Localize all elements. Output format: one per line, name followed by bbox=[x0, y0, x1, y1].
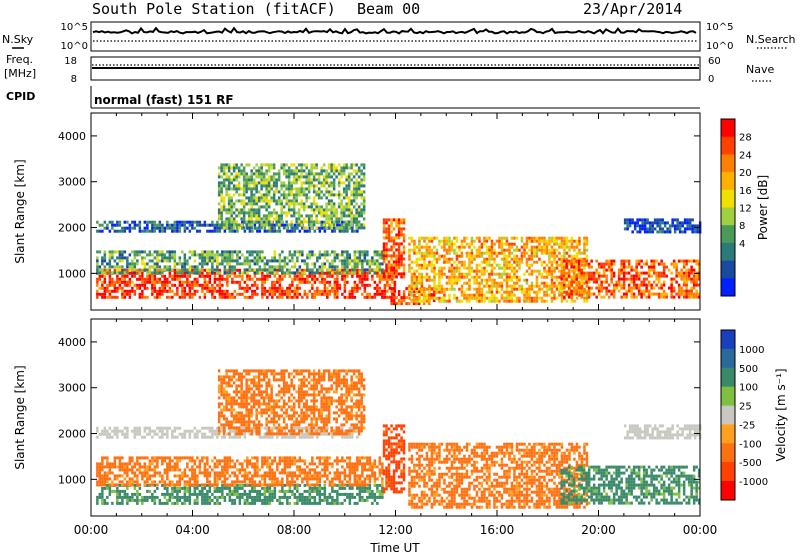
power-colorbar-swatch bbox=[721, 136, 735, 155]
power-region-3 bbox=[217, 163, 366, 230]
nsky-tick-top: 10^5 bbox=[61, 22, 88, 33]
velocity-ytick-label: 3000 bbox=[58, 382, 86, 395]
velocity-colorbar-tick: 25 bbox=[739, 402, 752, 413]
power-colorbar-swatch bbox=[721, 172, 735, 191]
velocity-region-7 bbox=[623, 424, 702, 440]
velocity-colorbar-tick: -100 bbox=[739, 439, 762, 450]
nsearch-tick-bottom: 10^0 bbox=[706, 41, 733, 52]
freq-tick-bottom: 8 bbox=[71, 74, 77, 85]
power-frame bbox=[90, 112, 701, 311]
velocity-ytick-label: 2000 bbox=[58, 428, 86, 441]
date-label: 23/Apr/2014 bbox=[583, 0, 682, 18]
velocity-colorbar-label: Velocity [m s⁻¹] bbox=[774, 368, 788, 461]
beam-label: Beam 00 bbox=[357, 0, 420, 18]
freq-label: Freq. bbox=[6, 53, 33, 66]
xtick-label: 04:00 bbox=[175, 523, 210, 537]
xtick-label: 16:00 bbox=[480, 523, 515, 537]
power-colorbar-swatch bbox=[721, 207, 735, 226]
velocity-colorbar-swatch bbox=[721, 330, 735, 350]
velocity-region-4 bbox=[382, 424, 406, 494]
velocity-colorbar-swatch bbox=[721, 348, 735, 369]
power-colorbar-tick: 28 bbox=[739, 133, 752, 144]
power-ytick-label: 3000 bbox=[58, 176, 86, 189]
power-colorbar-tick: 20 bbox=[739, 168, 752, 179]
cpid-label: CPID bbox=[6, 90, 35, 103]
velocity-colorbar-swatch bbox=[721, 386, 735, 407]
velocity-colorbar-tick: 1000 bbox=[739, 345, 764, 356]
nsky-trace bbox=[92, 26, 697, 35]
power-ylabel: Slant Range [km] bbox=[13, 159, 27, 263]
velocity-colorbar-tick: -25 bbox=[739, 420, 755, 431]
freq-unit: [MHz] bbox=[4, 67, 36, 80]
velocity-ylabel: Slant Range [km] bbox=[13, 365, 27, 469]
velocity-colorbar-swatch bbox=[721, 405, 735, 425]
power-colorbar-tick: 16 bbox=[739, 186, 752, 197]
nsky-label: N.Sky bbox=[2, 33, 34, 46]
xtick-label: 00:00 bbox=[683, 523, 718, 537]
xtick-label: 12:00 bbox=[378, 523, 413, 537]
power-colorbar-swatch bbox=[721, 242, 735, 262]
velocity-ytick-label: 4000 bbox=[58, 336, 86, 349]
nsky-panel-frame bbox=[90, 21, 701, 52]
power-region-7 bbox=[560, 259, 701, 299]
velocity-region-0 bbox=[96, 483, 384, 505]
velocity-region-6 bbox=[560, 465, 701, 505]
velocity-colorbar-swatch bbox=[721, 443, 735, 463]
nave-tick-bottom: 0 bbox=[708, 74, 714, 85]
power-colorbar-swatch bbox=[721, 260, 735, 279]
power-colorbar-tick: 24 bbox=[739, 150, 752, 161]
power-ytick-label: 4000 bbox=[58, 130, 86, 143]
power-colorbar-label: Power [dB] bbox=[756, 175, 770, 240]
velocity-region-1 bbox=[96, 456, 384, 487]
velocity-colorbar-swatch bbox=[721, 481, 735, 501]
freq-panel-frame bbox=[90, 56, 701, 81]
velocity-colorbar-swatch bbox=[721, 462, 735, 482]
power-colorbar-swatch bbox=[721, 154, 735, 173]
power-colorbar-swatch bbox=[721, 119, 735, 138]
power-colorbar: 28 24 20 16 12 8 4 Power [dB] bbox=[720, 118, 770, 297]
velocity-colorbar-swatch bbox=[721, 424, 735, 444]
freq-tick-top: 18 bbox=[64, 56, 77, 67]
power-ytick-label: 1000 bbox=[58, 267, 86, 280]
power-colorbar-tick: 8 bbox=[739, 221, 745, 232]
nsearch-label: N.Search bbox=[746, 33, 796, 46]
nsearch-tick-top: 10^5 bbox=[706, 22, 733, 33]
velocity-ytick-label: 1000 bbox=[58, 473, 86, 486]
power-panel: 1000 2000 3000 4000 Slant Range [km] 28 24 20 16… bbox=[13, 112, 770, 311]
x-axis-title: Time UT bbox=[369, 541, 420, 554]
velocity-colorbar-tick: -1000 bbox=[739, 477, 768, 488]
velocity-colorbar-tick: -500 bbox=[739, 458, 762, 469]
velocity-colorbar-swatch bbox=[721, 367, 735, 388]
power-region-8 bbox=[623, 218, 702, 234]
velocity-colorbar-tick: 100 bbox=[739, 383, 758, 394]
station-title: South Pole Station (fitACF) bbox=[92, 0, 336, 18]
power-colorbar-swatch bbox=[721, 278, 735, 297]
xtick-label: 20:00 bbox=[581, 523, 616, 537]
velocity-colorbar: 1000 500 100 25 -25 -100 -500 -1000 Velocity [m … bbox=[720, 329, 788, 501]
xtick-label: 00:00 bbox=[74, 523, 109, 537]
nave-tick-top: 60 bbox=[708, 56, 721, 67]
power-colorbar-swatch bbox=[721, 225, 735, 244]
power-colorbar-tick: 12 bbox=[739, 204, 752, 215]
power-colorbar-tick: 4 bbox=[739, 239, 745, 250]
cpid-text: normal (fast) 151 RF bbox=[94, 93, 234, 107]
velocity-colorbar-tick: 500 bbox=[739, 364, 758, 375]
power-region-1 bbox=[96, 250, 384, 275]
velocity-region-3 bbox=[217, 369, 366, 436]
power-ytick-label: 2000 bbox=[58, 222, 86, 235]
power-region-5 bbox=[382, 218, 406, 279]
nsky-tick-bottom: 10^0 bbox=[61, 41, 88, 52]
velocity-panel: 1000 2000 3000 4000 Slant Range [km] 00:00 04:… bbox=[13, 318, 788, 537]
power-colorbar-swatch bbox=[721, 189, 735, 208]
nave-label: Nave bbox=[746, 63, 774, 76]
xtick-label: 08:00 bbox=[277, 523, 312, 537]
